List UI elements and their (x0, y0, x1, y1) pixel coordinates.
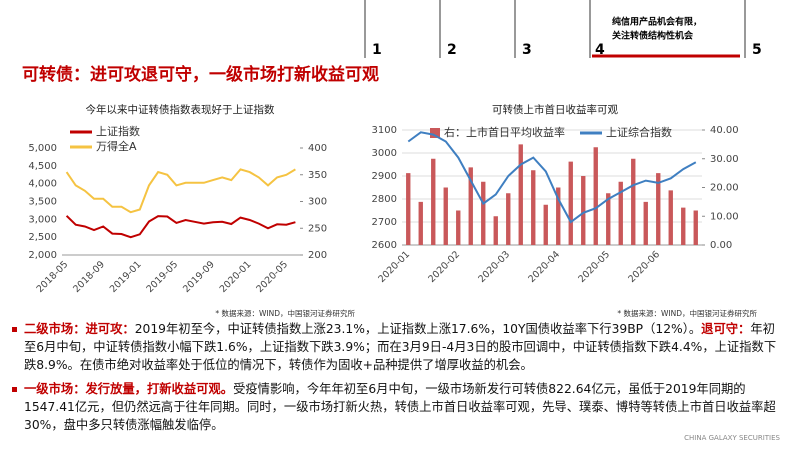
nav-item[interactable]: 4 (595, 42, 605, 58)
bar (431, 158, 436, 245)
line-series (65, 168, 296, 214)
y2-tick-label: 350 (308, 170, 327, 181)
y-tick-label: 3000 (372, 148, 397, 159)
nav-note: 关注转债结构性机会 (612, 30, 694, 42)
bullet-emphasis: 一级市场：发行放量，打新收益可观。 (24, 382, 234, 396)
bullet-text: 2019年初至今，中证转债指数上涨23.1%，上证指数上涨17.6%，10Y国债… (134, 322, 702, 336)
bar (406, 173, 411, 245)
y-tick-label: 3100 (372, 125, 397, 136)
x-tick-label: 2020-02 (426, 249, 462, 285)
y2-tick-label: 300 (308, 197, 327, 208)
y2-tick-label: 200 (308, 250, 327, 261)
y-tick-label: 4,500 (28, 161, 57, 172)
nav-item[interactable]: 3 (522, 42, 532, 58)
nav-item[interactable]: 2 (447, 42, 457, 58)
x-tick-label: 2020-01 (376, 249, 412, 285)
line-series (407, 131, 697, 224)
legend-swatch (430, 128, 440, 138)
slide-title: 可转债：进可攻退可守，一级市场打新收益可观 (22, 64, 379, 85)
nav-note: 纯信用产品机会有限， (612, 16, 702, 28)
bar (693, 210, 698, 245)
bar (443, 187, 448, 245)
x-tick-label: 2018-09 (71, 259, 107, 295)
x-tick-label: 2020-05 (254, 259, 290, 295)
bar (556, 187, 561, 245)
nav-item[interactable]: 5 (752, 42, 762, 58)
y-tick-label: 2,500 (28, 232, 57, 243)
y-tick-label: 2800 (372, 194, 397, 205)
bar (656, 173, 661, 245)
bullet: 一级市场：发行放量，打新收益可观。受疫情影响，今年年初至6月中旬，一级市场新发行… (12, 380, 782, 434)
bar (418, 201, 423, 245)
bar (593, 147, 598, 245)
x-tick-label: 2020-06 (626, 249, 662, 285)
bar (531, 170, 536, 245)
x-tick-label: 2020-05 (576, 249, 612, 285)
y-tick-label: 3,500 (28, 197, 57, 208)
chart-source: * 数据来源：WIND，中国银河证券研究所 (215, 308, 355, 318)
bar (631, 158, 636, 245)
nav-item[interactable]: 1 (372, 42, 382, 58)
y2-tick-label: 400 (308, 143, 327, 154)
y-tick-label: 2,000 (28, 250, 57, 261)
bullet-text: 受疫情影响，今年年初至6月中旬，一级市场新发行可转债822.64亿元，虽低于20… (24, 382, 776, 432)
chart-source: * 数据来源：WIND，中国银河证券研究所 (617, 308, 757, 318)
y-tick-label: 4,000 (28, 179, 57, 190)
y-tick-label: 5,000 (28, 143, 57, 154)
line-series (65, 215, 296, 239)
x-tick-label: 2018-05 (35, 259, 71, 295)
bullet-text: 年初至6月中旬，中证转债指数小幅下跌1.6%，上证指数下跌3.9%；而在3月9日… (24, 322, 777, 372)
bullet: 二级市场：进可攻：2019年初至今，中证转债指数上涨23.1%，上证指数上涨17… (12, 320, 782, 374)
y2-tick-label: 0.00 (710, 240, 732, 251)
y-tick-label: 3,000 (28, 214, 57, 225)
x-tick-label: 2019-01 (108, 259, 144, 295)
y-tick-label: 2700 (372, 217, 397, 228)
bar (456, 210, 461, 245)
y2-tick-label: 20.00 (710, 183, 739, 194)
bar (581, 176, 586, 245)
legend-label: 上证综合指数 (606, 125, 672, 139)
x-tick-label: 2019-05 (144, 259, 180, 295)
y2-tick-label: 40.00 (710, 125, 739, 136)
bullet-emphasis: 二级市场：进可攻： (24, 322, 135, 336)
chart-title: 可转债上市首日收益率可观 (492, 103, 618, 116)
chart-title: 今年以来中证转债指数表现好于上证指数 (86, 103, 275, 116)
bullet-emphasis: 退可守： (701, 322, 751, 336)
y2-tick-label: 30.00 (710, 154, 739, 165)
x-tick-label: 2020-03 (476, 249, 512, 285)
bar (468, 167, 473, 245)
bullets: 二级市场：进可攻：2019年初至今，中证转债指数上涨23.1%，上证指数上涨17… (12, 320, 782, 440)
bar (506, 193, 511, 245)
y2-tick-label: 10.00 (710, 211, 739, 222)
y2-tick-label: 250 (308, 223, 327, 234)
y-tick-label: 2600 (372, 240, 397, 251)
x-tick-label: 2020-01 (218, 259, 254, 295)
bar (681, 207, 686, 245)
footer: CHINA GALAXY SECURITIES (684, 434, 780, 442)
y-tick-label: 2900 (372, 171, 397, 182)
bar (543, 204, 548, 245)
bar (481, 181, 486, 245)
legend-label: 上证指数 (96, 124, 140, 138)
bar (493, 216, 498, 245)
x-tick-label: 2019-09 (181, 259, 217, 295)
bar (618, 181, 623, 245)
bar (606, 193, 611, 245)
legend-label: 右：上市首日平均收益率 (444, 125, 565, 139)
legend-label: 万得全A (96, 139, 137, 153)
bar (643, 201, 648, 245)
bar (668, 190, 673, 245)
nav-dividers (364, 0, 746, 58)
bar (518, 144, 523, 245)
x-tick-label: 2020-04 (526, 249, 562, 285)
bar (568, 161, 573, 245)
